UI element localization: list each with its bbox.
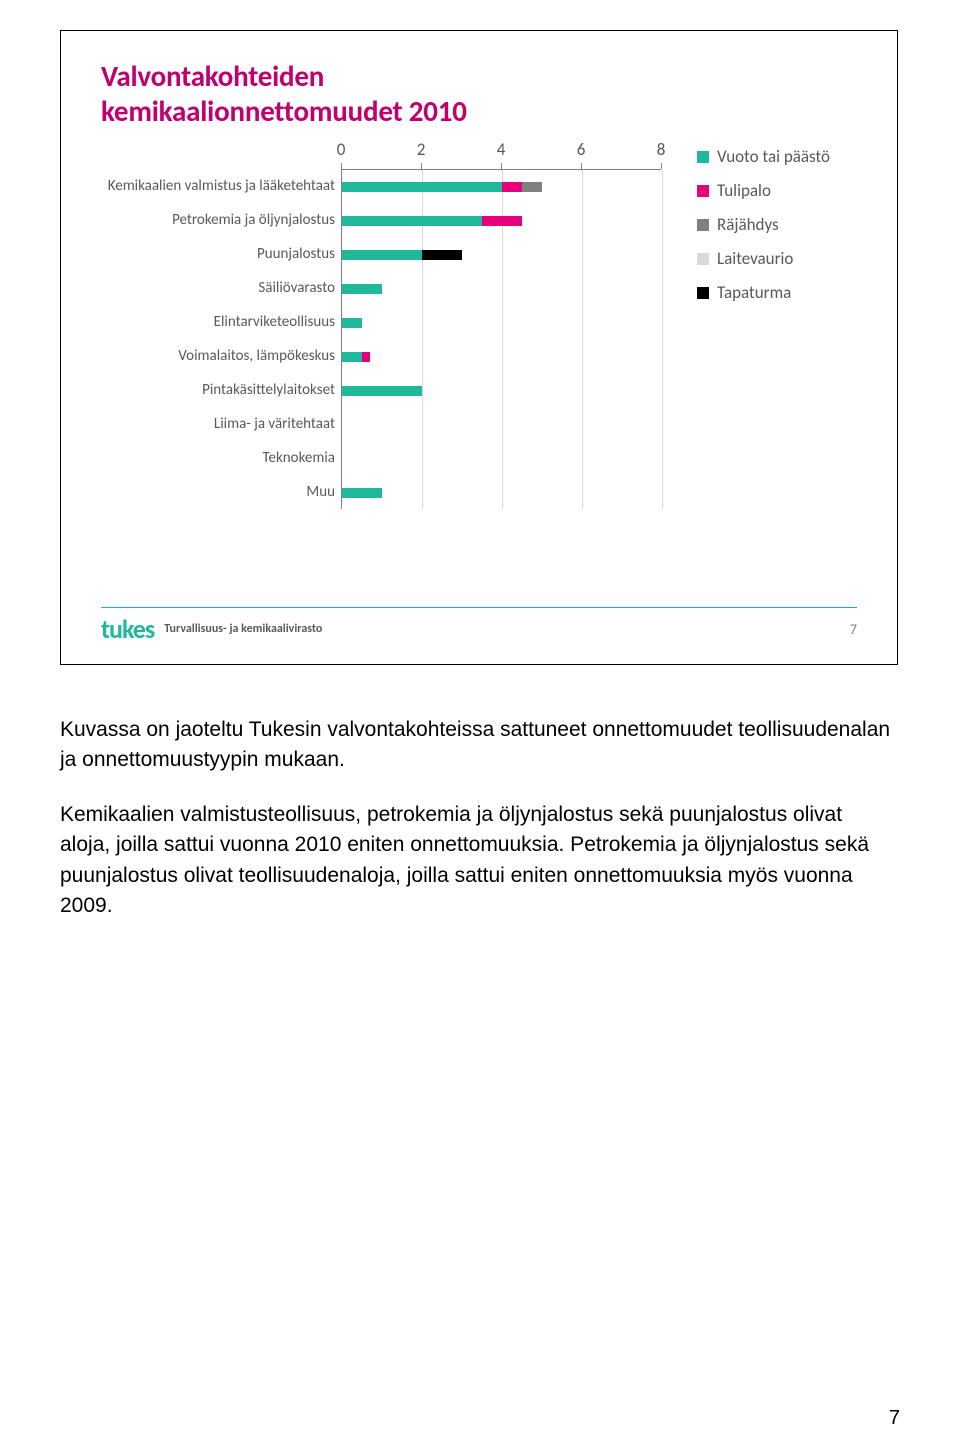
row-label: Säiliövarasto: [101, 281, 335, 296]
legend-item: Tulipalo: [697, 180, 867, 201]
legend-item: Räjähdys: [697, 214, 867, 235]
bar-segment: [342, 284, 382, 294]
title-line-1: Valvontakohteiden: [101, 58, 324, 94]
logo-subtitle: Turvallisuus- ja kemikaalivirasto: [164, 622, 322, 636]
bar-row: [342, 250, 661, 260]
slide-footer: tukes Turvallisuus- ja kemikaalivirasto …: [101, 607, 857, 642]
logo-block: tukes Turvallisuus- ja kemikaalivirasto: [101, 616, 322, 642]
x-tick-label: 4: [497, 139, 506, 160]
bar-segment: [362, 352, 370, 362]
bar-row: [342, 386, 661, 396]
row-label: Puunjalostus: [101, 247, 335, 262]
bar-segment: [342, 182, 502, 192]
legend-item: Laitevaurio: [697, 248, 867, 269]
row-label: Pintakäsittelylaitokset: [101, 383, 335, 398]
chart-legend: Vuoto tai päästö Tulipalo Räjähdys Laitevau…: [697, 146, 867, 316]
legend-item: Vuoto tai päästö: [697, 146, 867, 167]
bar-row: [342, 216, 661, 226]
paragraph-2: Kemikaalien valmistusteollisuus, petroke…: [60, 800, 895, 922]
footer-row: tukes Turvallisuus- ja kemikaalivirasto …: [101, 616, 857, 642]
legend-item: Tapaturma: [697, 282, 867, 303]
x-tick-label: 2: [417, 139, 426, 160]
row-label: Liima- ja väritehtaat: [101, 417, 335, 432]
bar-segment: [342, 250, 422, 260]
x-tickmark: [661, 163, 662, 169]
x-tick-label: 8: [657, 139, 666, 160]
legend-swatch: [697, 287, 709, 299]
row-label: Teknokemia: [101, 451, 335, 466]
bar-row: [342, 284, 661, 294]
title-line-2: kemikaalionnettomuudet 2010: [101, 93, 467, 129]
row-label: Petrokemia ja öljynjalostus: [101, 213, 335, 228]
slide-frame: Valvontakohteiden kemikaalionnettomuudet…: [60, 30, 898, 665]
x-tick-label: 0: [337, 139, 346, 160]
bar-row: [342, 454, 661, 464]
body-text: Kuvassa on jaoteltu Tukesin valvontakoht…: [60, 715, 895, 922]
legend-swatch: [697, 253, 709, 265]
bar-segment: [342, 318, 362, 328]
row-label: Elintarviketeollisuus: [101, 315, 335, 330]
slide-title: Valvontakohteiden kemikaalionnettomuudet…: [101, 59, 857, 129]
bar-segment: [342, 216, 482, 226]
legend-swatch: [697, 219, 709, 231]
bar-segment: [482, 216, 522, 226]
bar-row: [342, 488, 661, 498]
row-label: Voimalaitos, lämpökeskus: [101, 349, 335, 364]
logo-text: tukes: [101, 616, 154, 642]
bar-row: [342, 352, 661, 362]
bar-segment: [522, 182, 542, 192]
chart-plot: [341, 169, 661, 509]
legend-label: Tapaturma: [717, 282, 791, 303]
bar-row: [342, 182, 661, 192]
legend-label: Tulipalo: [717, 180, 771, 201]
legend-label: Räjähdys: [717, 214, 779, 235]
gridline: [662, 170, 663, 509]
page: Valvontakohteiden kemikaalionnettomuudet…: [0, 0, 960, 1454]
bar-row: [342, 420, 661, 430]
legend-label: Vuoto tai päästö: [717, 146, 830, 167]
bar-segment: [342, 386, 422, 396]
chart-row-labels: Kemikaalien valmistus ja lääketehtaat Pet…: [101, 169, 335, 509]
footer-divider: [101, 607, 857, 608]
legend-swatch: [697, 151, 709, 163]
page-number: 7: [889, 1407, 900, 1430]
legend-swatch: [697, 185, 709, 197]
legend-label: Laitevaurio: [717, 248, 793, 269]
x-axis-ticks: 02468: [341, 139, 661, 163]
bar-row: [342, 318, 661, 328]
bar-segment: [342, 352, 362, 362]
bar-segment: [342, 488, 382, 498]
paragraph-1: Kuvassa on jaoteltu Tukesin valvontakoht…: [60, 715, 895, 776]
row-label: Kemikaalien valmistus ja lääketehtaat: [101, 179, 335, 194]
bar-segment: [422, 250, 462, 260]
bar-segment: [502, 182, 522, 192]
row-label: Muu: [101, 485, 335, 500]
x-tick-label: 6: [577, 139, 586, 160]
slide-number: 7: [850, 621, 857, 638]
